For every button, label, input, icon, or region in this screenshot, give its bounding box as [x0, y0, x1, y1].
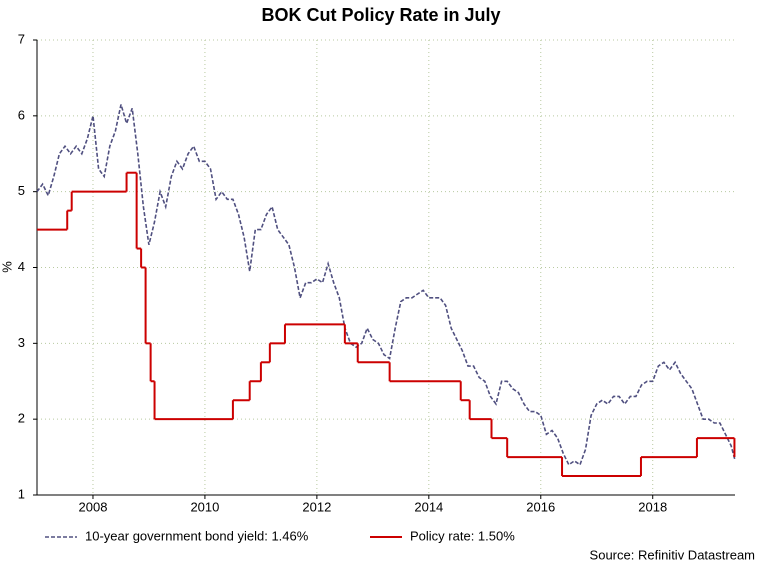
y-tick-label: 1 — [18, 486, 25, 501]
x-tick-label: 2010 — [190, 499, 219, 514]
x-tick-label: 2018 — [638, 499, 667, 514]
y-tick-label: 3 — [18, 335, 25, 350]
y-tick-label: 6 — [18, 107, 25, 122]
legend-label: Policy rate: 1.50% — [410, 528, 515, 543]
y-axis-label: % — [0, 261, 14, 273]
chart-title: BOK Cut Policy Rate in July — [261, 5, 500, 25]
x-tick-label: 2016 — [526, 499, 555, 514]
source: Source: Refinitiv Datastream — [590, 547, 755, 562]
yield-line — [36, 104, 736, 466]
x-tick-label: 2012 — [302, 499, 331, 514]
y-tick-label: 4 — [18, 259, 25, 274]
x-tick-label: 2014 — [414, 499, 443, 514]
x-tick-label: 2008 — [79, 499, 108, 514]
legend-label: 10-year government bond yield: 1.46% — [85, 528, 309, 543]
y-tick-label: 7 — [18, 31, 25, 46]
y-tick-label: 5 — [18, 183, 25, 198]
y-tick-label: 2 — [18, 411, 25, 426]
